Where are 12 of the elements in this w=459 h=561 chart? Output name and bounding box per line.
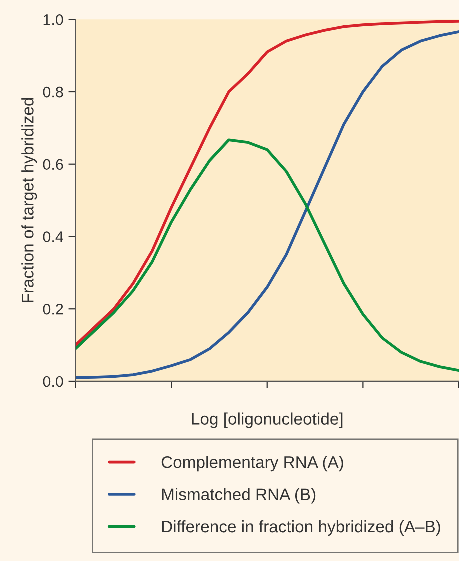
- legend-label: Difference in fraction hybridized (A–B): [162, 520, 440, 536]
- legend-label: Mismatched RNA (B): [162, 488, 316, 504]
- y-tick-label: 0.2: [43, 304, 64, 315]
- y-tick-label: 1.0: [44, 14, 64, 26]
- y-tick-label: 0.0: [43, 376, 64, 388]
- y-tick-label: 0.4: [43, 232, 64, 242]
- legend-label: Complementary RNA (A): [162, 456, 344, 472]
- y-tick-label: 0.8: [43, 86, 64, 98]
- y-tick-label: 0.6: [43, 159, 64, 170]
- line-series: [76, 138, 459, 372]
- y-axis-title: Fraction of target hybridized: [22, 98, 38, 302]
- x-axis-title: Log [oligonucleotide]: [192, 412, 343, 428]
